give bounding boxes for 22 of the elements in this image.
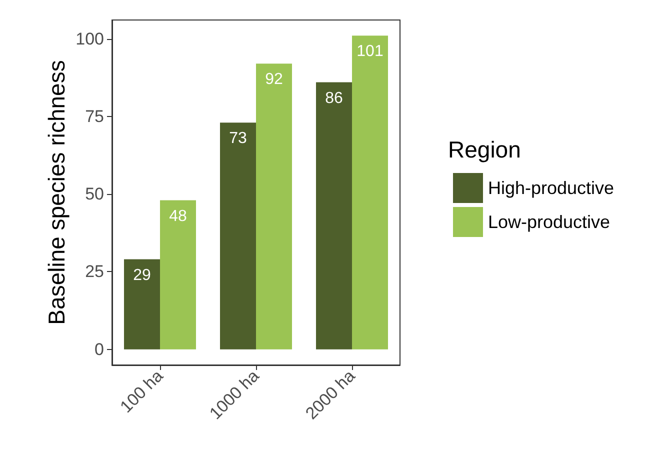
data-label: 92 [265,71,283,88]
y-tick-label: 75 [85,106,104,126]
bar [160,200,196,350]
y-tick-label: 0 [94,340,104,359]
legend-title: Region [448,136,521,162]
bar [316,82,352,350]
y-tick-label: 50 [85,184,104,204]
y-tick-label: 25 [85,262,104,282]
legend-label: Low-productive [488,212,610,232]
data-label: 86 [325,90,343,107]
legend-label: High-productive [488,178,614,198]
x-tick-label: 100 ha [116,366,168,416]
data-label: 48 [169,208,187,225]
bar [256,64,292,350]
data-label: 29 [133,266,151,284]
bar [220,122,256,350]
bar [124,259,160,350]
y-tick-label: 100 [76,29,104,48]
data-label: 73 [229,130,247,148]
y-axis-title: Baseline species richness [44,60,70,325]
data-label: 101 [356,43,384,60]
bar [352,36,388,350]
